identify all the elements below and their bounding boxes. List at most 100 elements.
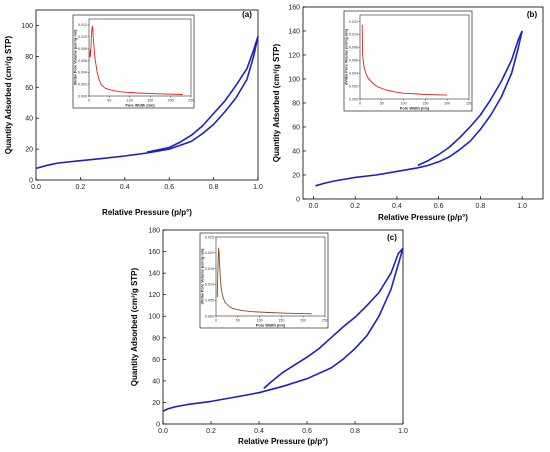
inset-x-tick-label: 150 bbox=[278, 319, 284, 323]
inset-x-tick-label: 100 bbox=[257, 319, 263, 323]
x-tick-label: 0.0 bbox=[309, 203, 319, 210]
inset-x-tick-label: 0 bbox=[215, 319, 217, 323]
y-tick-label: 80 bbox=[25, 54, 33, 61]
desorption-line bbox=[417, 30, 523, 167]
inset-y-axis-label: dV/dw Pore Volume (cm³/g·nm) bbox=[201, 248, 205, 305]
inset-x-tick-label: 250 bbox=[466, 102, 472, 106]
y-tick-label: 140 bbox=[148, 271, 160, 278]
x-tick-label: 0.6 bbox=[302, 428, 312, 435]
x-tick-label: 0.4 bbox=[120, 184, 130, 191]
inset-frame bbox=[359, 14, 470, 100]
y-tick-label: 100 bbox=[288, 77, 300, 84]
x-tick-label: 0.0 bbox=[158, 428, 168, 435]
inset-distribution-line bbox=[216, 247, 312, 315]
inset-x-tick-label: 200 bbox=[444, 102, 450, 106]
y-tick-label: 60 bbox=[25, 85, 33, 92]
y-tick-label: 140 bbox=[288, 29, 300, 36]
x-tick-label: 0.8 bbox=[350, 428, 360, 435]
y-tick-label: 20 bbox=[152, 400, 160, 407]
y-axis-label: Quantity Adsorbed (cm³/g STP) bbox=[130, 267, 139, 386]
y-axis-label: Quantity Adsorbed (cm³/g STP) bbox=[4, 35, 13, 154]
x-tick-label: 0.0 bbox=[31, 184, 41, 191]
chart-panel-2: 0.0 0.2 0.4 0.6 0.8 1.0 0 20 40 60 80 100 120 140 160 1… bbox=[130, 228, 408, 447]
adsorption-line bbox=[315, 30, 523, 187]
y-tick-label: 120 bbox=[148, 292, 160, 299]
y-tick-label: 0 bbox=[296, 197, 300, 204]
x-axis-label: Relative Pressure (p/p°) bbox=[102, 208, 192, 217]
x-tick-label: 1.0 bbox=[398, 428, 408, 435]
x-tick-label: 0.4 bbox=[392, 203, 402, 210]
x-tick-label: 0.4 bbox=[254, 428, 264, 435]
inset-frame bbox=[215, 236, 326, 317]
x-tick-label: 0.2 bbox=[350, 203, 360, 210]
inset-y-tick-label: 0.000 bbox=[349, 97, 358, 101]
inset-y-tick-label: 0.006 bbox=[349, 59, 358, 63]
y-tick-label: 40 bbox=[292, 149, 300, 156]
inset-border bbox=[343, 10, 473, 112]
inset-x-axis-label: Pore Width (nm) bbox=[125, 104, 155, 108]
x-tick-label: 0.2 bbox=[76, 184, 86, 191]
inset-y-tick-label: 0.000 bbox=[205, 314, 214, 318]
adsorption-line bbox=[35, 36, 259, 170]
chart-panel-0: 0.0 0.2 0.4 0.6 0.8 1.0 0 20 40 60 80 100 Relative P… bbox=[4, 9, 263, 217]
inset-y-tick-label: 0.000 bbox=[78, 94, 87, 98]
inset-y-tick-label: 0.025 bbox=[205, 235, 214, 239]
inset-frame bbox=[88, 18, 192, 97]
panel-label: (c) bbox=[387, 233, 397, 242]
y-tick-label: 0 bbox=[29, 178, 33, 185]
inset-y-tick-label: 0.008 bbox=[349, 46, 358, 50]
y-tick-label: 60 bbox=[292, 125, 300, 132]
inset-x-axis-label: Pore Width (nm) bbox=[256, 324, 286, 328]
y-tick-label: 60 bbox=[152, 357, 160, 364]
inset-y-tick-label: 0.010 bbox=[349, 33, 358, 37]
inset-x-tick-label: 100 bbox=[127, 99, 133, 103]
adsorption-line bbox=[162, 248, 404, 412]
y-tick-label: 160 bbox=[148, 249, 160, 256]
x-tick-label: 0.2 bbox=[206, 428, 216, 435]
inset-x-tick-label: 50 bbox=[380, 102, 384, 106]
inset-y-tick-label: 0.012 bbox=[78, 23, 87, 27]
inset-chart: 0 50 100 150 200 250 0.000 0.002 0.004 0.006 0.008… bbox=[72, 14, 195, 109]
chart-panel-1: 0.0 0.2 0.4 0.6 0.8 1.0 0 20 40 60 80 100 120 140 160 R… bbox=[272, 5, 544, 222]
inset-chart: 0 50 100 150 200 250 0.000 0.002 0.004 0.006 0.008… bbox=[343, 10, 473, 112]
desorption-line bbox=[263, 247, 404, 389]
inset-x-tick-label: 250 bbox=[322, 319, 328, 323]
inset-y-axis-label: dV/dw Pore Volume (cm³/g·nm) bbox=[74, 29, 78, 86]
inset-y-tick-label: 0.015 bbox=[205, 267, 214, 271]
inset-x-tick-label: 0 bbox=[88, 99, 90, 103]
y-tick-label: 180 bbox=[148, 228, 160, 235]
y-tick-label: 120 bbox=[288, 53, 300, 60]
y-tick-label: 40 bbox=[25, 116, 33, 123]
inset-x-tick-label: 150 bbox=[147, 99, 153, 103]
inset-y-tick-label: 0.002 bbox=[78, 82, 87, 86]
x-tick-label: 0.8 bbox=[209, 184, 219, 191]
inset-x-tick-label: 150 bbox=[422, 102, 428, 106]
inset-y-tick-label: 0.004 bbox=[78, 71, 87, 75]
y-tick-label: 100 bbox=[148, 314, 160, 321]
y-tick-label: 0 bbox=[156, 422, 160, 429]
y-tick-label: 20 bbox=[292, 173, 300, 180]
inset-x-tick-label: 0 bbox=[359, 102, 361, 106]
y-tick-label: 40 bbox=[152, 378, 160, 385]
panel-label: (a) bbox=[242, 10, 252, 19]
x-axis-label: Relative Pressure (p/p°) bbox=[378, 213, 468, 222]
inset-y-tick-label: 0.010 bbox=[205, 283, 214, 287]
y-tick-label: 160 bbox=[288, 5, 300, 12]
desorption-line bbox=[146, 36, 259, 153]
x-tick-label: 1.0 bbox=[253, 184, 263, 191]
inset-y-tick-label: 0.002 bbox=[349, 84, 358, 88]
inset-y-tick-label: 0.008 bbox=[78, 47, 87, 51]
plot-frame bbox=[35, 9, 259, 181]
y-tick-label: 20 bbox=[25, 147, 33, 154]
panel-label: (b) bbox=[527, 10, 538, 19]
inset-y-tick-label: 0.006 bbox=[78, 59, 87, 63]
inset-x-tick-label: 50 bbox=[236, 319, 240, 323]
inset-y-axis-label: dV/dw Pore Volume (cm³/g·nm) bbox=[345, 28, 349, 85]
inset-x-tick-label: 200 bbox=[168, 99, 174, 103]
y-tick-label: 80 bbox=[152, 335, 160, 342]
x-tick-label: 0.6 bbox=[434, 203, 444, 210]
inset-y-tick-label: 0.020 bbox=[205, 251, 214, 255]
inset-x-axis-label: Pore Width (nm) bbox=[400, 107, 430, 111]
y-axis-label: Quantity Adsorbed (cm³/g STP) bbox=[272, 43, 281, 162]
